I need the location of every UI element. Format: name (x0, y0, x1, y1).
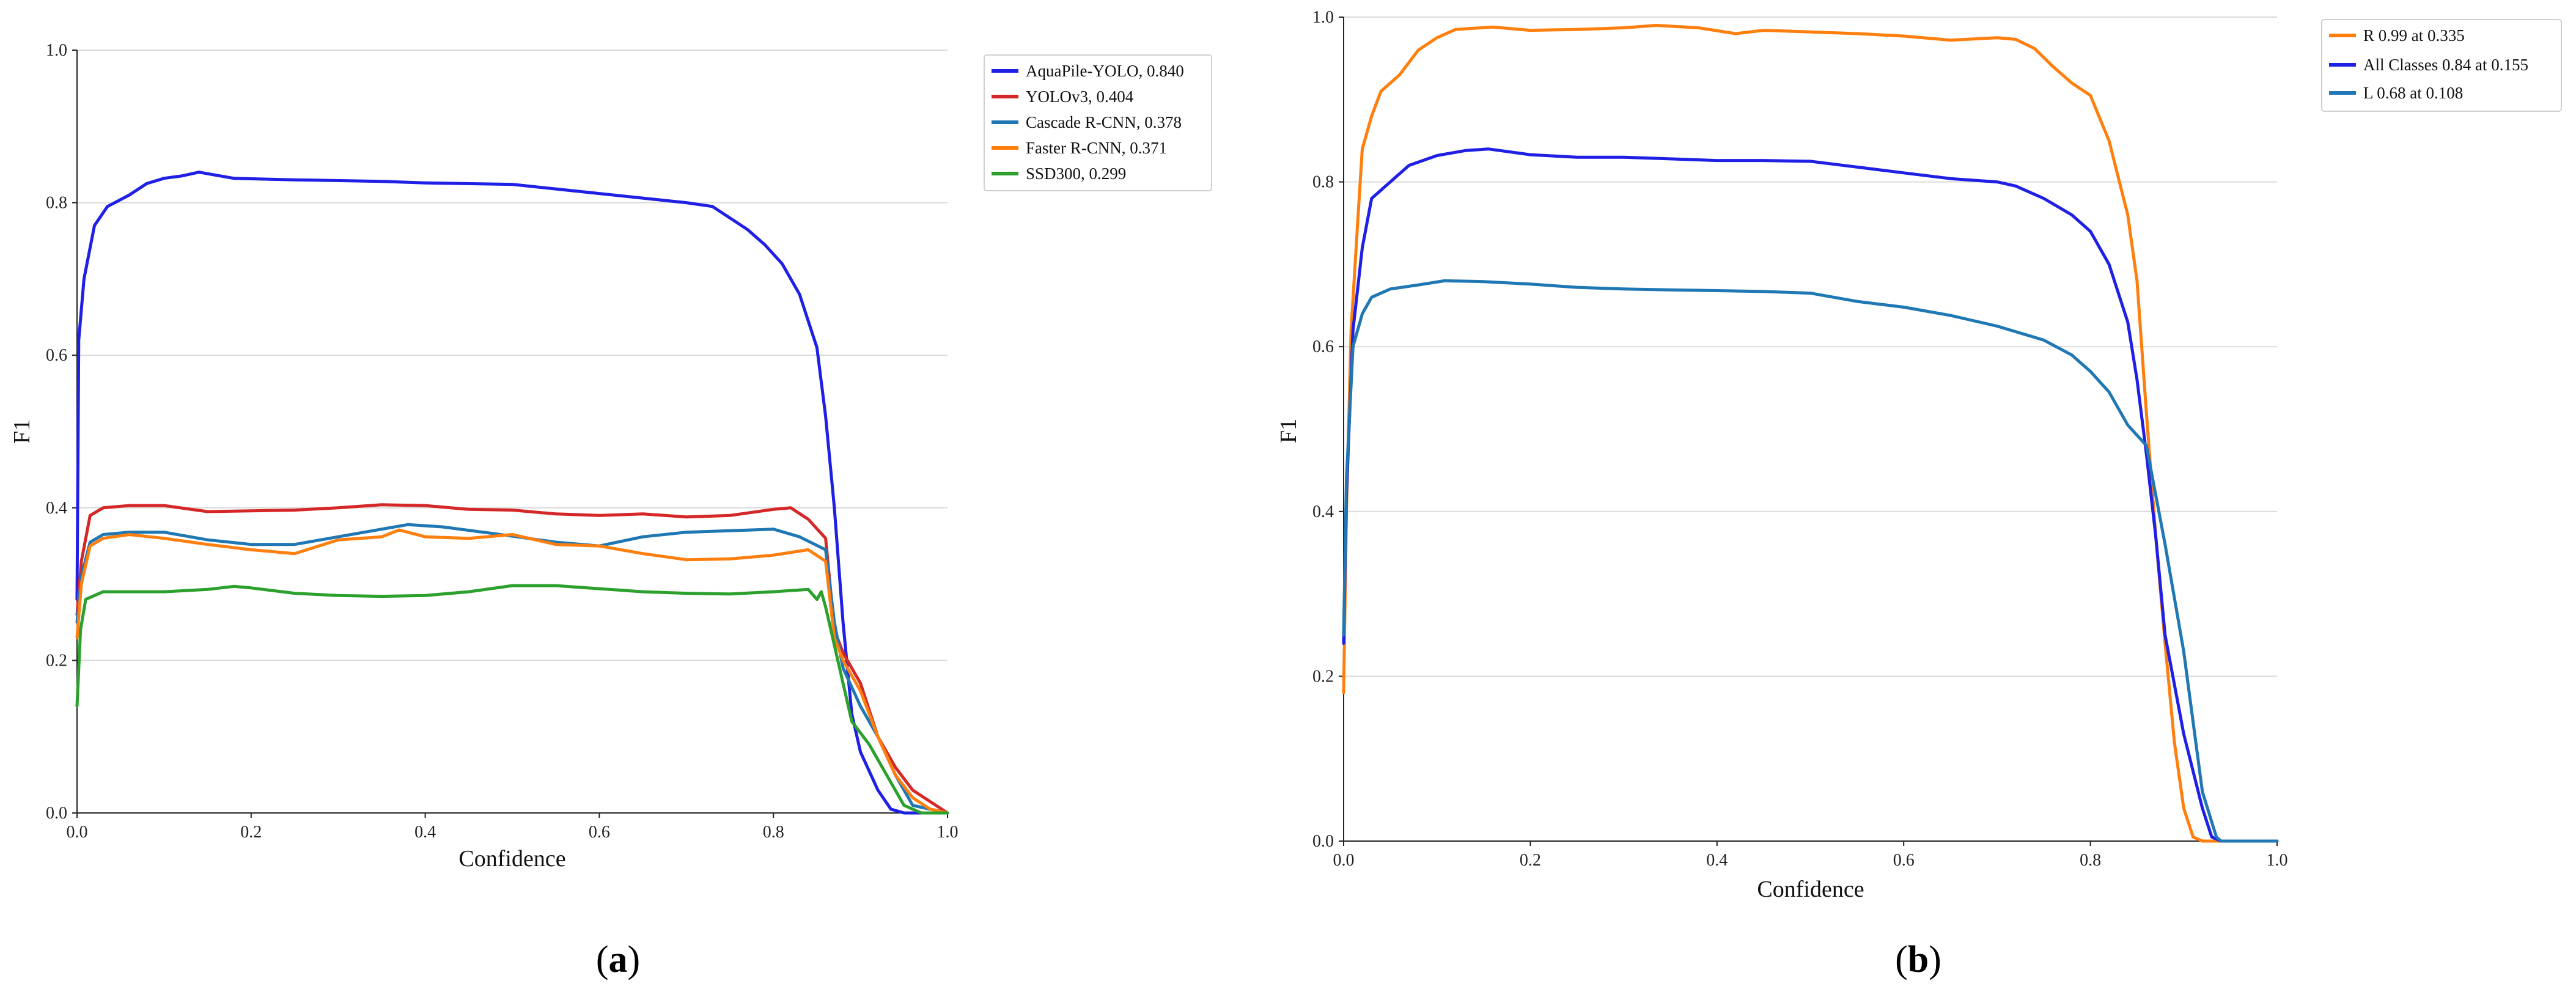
x-tick-label: 0.0 (67, 823, 88, 842)
x-tick-label: 0.6 (1893, 851, 1915, 870)
panel-a-gridlines (77, 50, 948, 661)
series-line-3 (75, 528, 949, 815)
legend-item: L 0.68 at 0.108 (2329, 84, 2463, 102)
panel-a-legend-box (984, 54, 1212, 191)
panel-a-legend: AquaPile-YOLO, 0.840 YOLOv3, 0.404 Casca… (992, 62, 1184, 183)
legend-label: YOLOv3, 0.404 (1026, 87, 1134, 106)
legend-item: Cascade R-CNN, 0.378 (992, 113, 1182, 131)
panel-b-y-label: F1 (1276, 419, 1301, 443)
legend-item: R 0.99 at 0.335 (2329, 26, 2465, 45)
series-line-1 (75, 503, 949, 815)
legend-item: Faster R-CNN, 0.371 (992, 139, 1167, 157)
panel-b-caption: (b) (1895, 939, 1941, 980)
legend-label: L 0.68 at 0.108 (2363, 84, 2463, 102)
y-tick-label: 0.2 (46, 651, 67, 670)
legend-label: SSD300, 0.299 (1026, 164, 1126, 183)
legend-label: R 0.99 at 0.335 (2363, 26, 2465, 45)
panel-b-series-lines (1342, 24, 2279, 843)
legend-item: All Classes 0.84 at 0.155 (2329, 56, 2528, 74)
y-tick-label: 0.0 (1312, 832, 1334, 851)
panel-b-legend: R 0.99 at 0.335 All Classes 0.84 at 0.15… (2329, 26, 2528, 102)
panel-a-series-lines (75, 171, 949, 815)
series-line-4 (75, 584, 949, 815)
y-tick-label: 0.4 (1312, 502, 1334, 521)
y-tick-label: 0.2 (1312, 667, 1334, 686)
legend-label: AquaPile-YOLO, 0.840 (1026, 62, 1184, 80)
panel-a-caption: (a) (596, 939, 640, 980)
x-tick-label: 1.0 (937, 823, 959, 842)
panel-a-x-label: Confidence (458, 846, 565, 872)
x-tick-label: 0.0 (1333, 851, 1355, 870)
y-tick-label: 0.6 (46, 346, 67, 365)
x-tick-label: 1.0 (2267, 851, 2288, 870)
legend-label: Cascade R-CNN, 0.378 (1026, 113, 1182, 131)
x-tick-label: 0.6 (589, 823, 610, 842)
y-tick-label: 0.6 (1312, 337, 1334, 356)
legend-label: Faster R-CNN, 0.371 (1026, 139, 1167, 157)
panel-b-x-label: Confidence (1757, 877, 1864, 902)
series-line-2 (1342, 279, 2279, 843)
y-tick-label: 1.0 (46, 41, 67, 60)
y-tick-label: 1.0 (1312, 8, 1334, 27)
legend-item: YOLOv3, 0.404 (992, 87, 1134, 106)
x-tick-label: 0.2 (1520, 851, 1541, 870)
legend-item: AquaPile-YOLO, 0.840 (992, 62, 1184, 80)
x-tick-label: 0.4 (1706, 851, 1728, 870)
panel-b-gridlines (1344, 17, 2277, 677)
legend-label: All Classes 0.84 at 0.155 (2363, 56, 2528, 74)
panel-a-ticks: 0.0 0.2 0.4 0.6 0.8 1.0 0.0 0.2 0.4 0.6 0.8 1.0 (46, 41, 959, 842)
y-tick-label: 0.0 (46, 804, 67, 823)
panel-a-y-label: F1 (9, 419, 35, 444)
y-tick-label: 0.8 (1312, 173, 1334, 192)
y-tick-label: 0.4 (46, 499, 67, 518)
panel-b: 0.0 0.2 0.4 0.6 0.8 1.0 0.0 0.2 0.4 0.6 0.8 1.0 Con… (1276, 8, 2562, 980)
series-line-1 (1342, 147, 2279, 843)
x-tick-label: 0.8 (763, 823, 784, 842)
x-tick-label: 0.4 (414, 823, 436, 842)
legend-item: SSD300, 0.299 (992, 164, 1126, 183)
y-tick-label: 0.8 (46, 194, 67, 213)
x-tick-label: 0.8 (2080, 851, 2101, 870)
series-line-0 (75, 171, 949, 815)
panel-a: 0.0 0.2 0.4 0.6 0.8 1.0 0.0 0.2 0.4 0.6 0.8 1.0 Con… (9, 41, 1212, 980)
panel-b-ticks: 0.0 0.2 0.4 0.6 0.8 1.0 0.0 0.2 0.4 0.6 0.8 1.0 (1312, 8, 2288, 870)
series-line-2 (75, 523, 949, 815)
panel-b-legend-box (2321, 19, 2562, 112)
x-tick-label: 0.2 (240, 823, 262, 842)
